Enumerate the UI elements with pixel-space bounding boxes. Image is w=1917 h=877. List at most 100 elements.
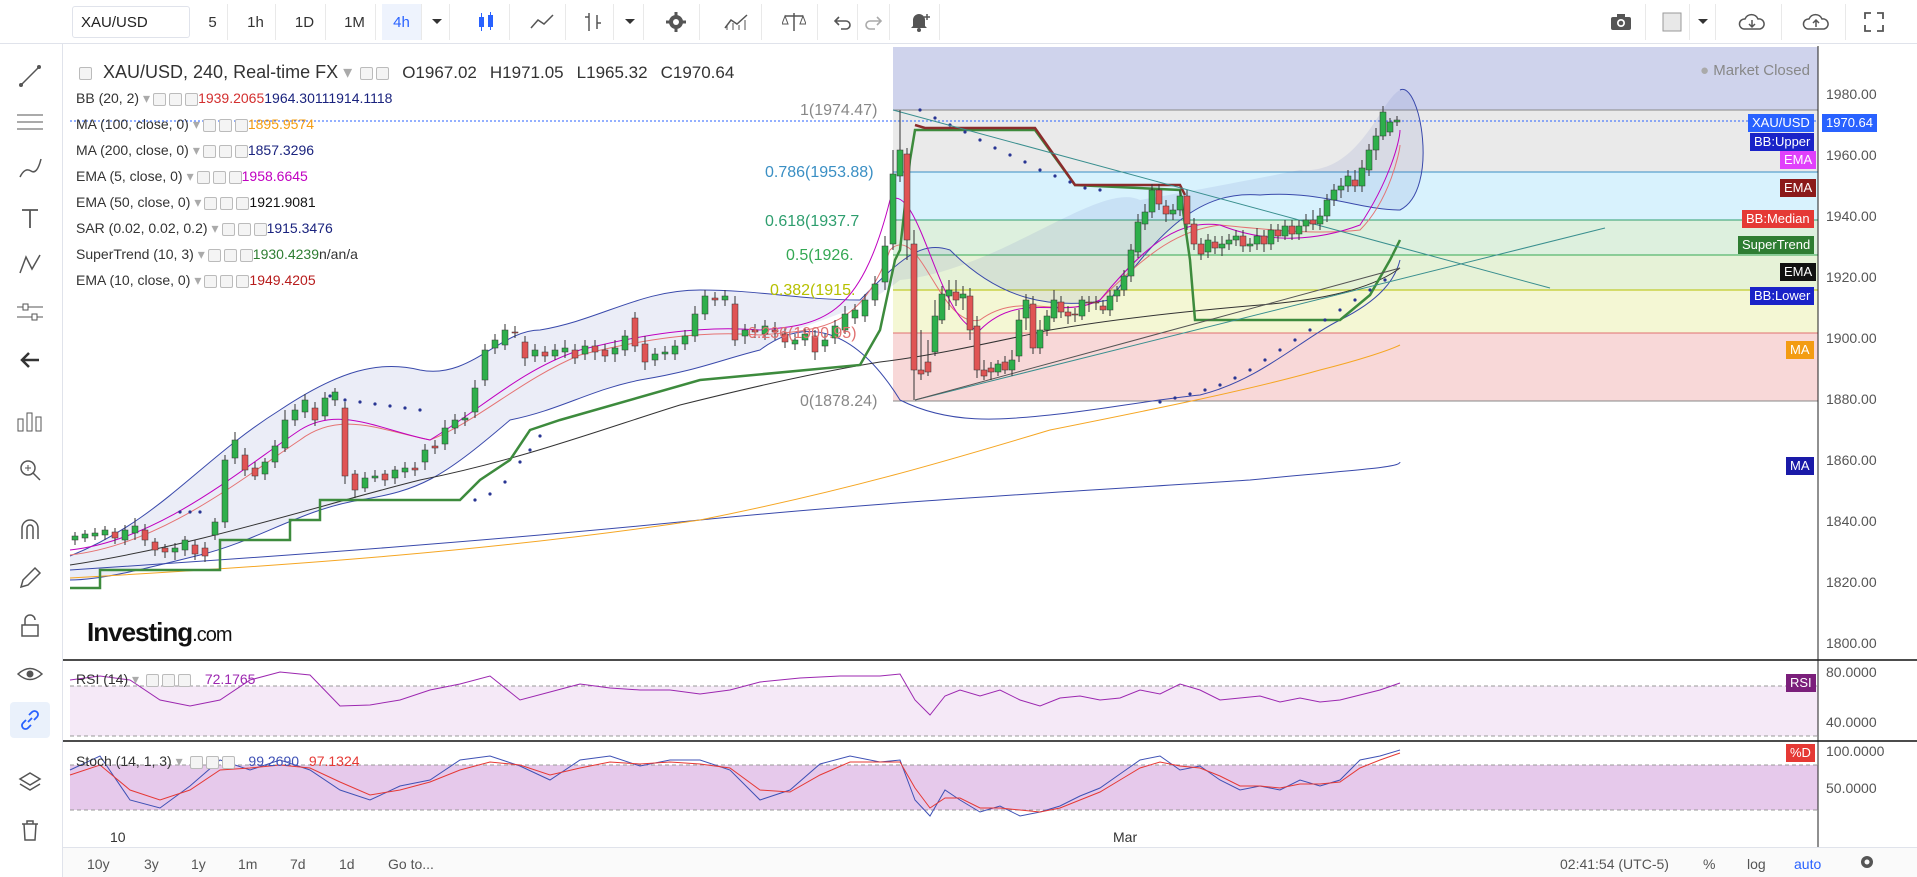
interval-5[interactable]: 5 — [198, 4, 228, 40]
indicator-dropdown-icon[interactable]: ▾ — [192, 142, 200, 158]
indicator-dropdown-icon[interactable]: ▾ — [197, 246, 205, 262]
trend-line-icon[interactable] — [10, 58, 50, 94]
interval-1d[interactable]: 1D — [284, 4, 326, 40]
interval-1h[interactable]: 1h — [236, 4, 276, 40]
range-1y[interactable]: 1y — [191, 856, 206, 872]
horizontal-lines-icon[interactable] — [10, 104, 50, 140]
legend-settings-icon[interactable] — [376, 66, 390, 80]
indicator-close-icon[interactable] — [239, 248, 253, 262]
indicator-close-icon[interactable] — [234, 118, 248, 132]
indicators-icon[interactable] — [10, 404, 50, 440]
cloud-upload-icon[interactable] — [1786, 4, 1846, 40]
indicator-close-icon[interactable] — [236, 274, 250, 288]
settings-gear-icon[interactable] — [652, 4, 700, 40]
clock-time[interactable]: 02:41:54 (UTC-5) — [1560, 856, 1669, 872]
indicator-settings-icon[interactable] — [169, 92, 183, 106]
indicator-close-icon[interactable] — [228, 170, 242, 184]
indicator-visibility-icon[interactable] — [204, 274, 218, 288]
text-icon[interactable] — [10, 200, 50, 236]
collapse-legend-icon[interactable] — [79, 66, 92, 80]
indicator-settings-icon[interactable] — [212, 170, 226, 184]
layers-icon[interactable] — [10, 764, 50, 800]
alert-bell-icon[interactable] — [898, 4, 940, 40]
bar-chart-icon[interactable] — [574, 4, 614, 40]
indicator-dropdown-icon[interactable]: ▾ — [194, 194, 202, 210]
indicator-visibility-icon[interactable] — [204, 196, 218, 210]
candles-icon[interactable] — [462, 4, 510, 40]
symbol-input[interactable]: XAU/USD — [72, 6, 190, 38]
indicator-close-icon[interactable] — [253, 222, 267, 236]
eye-icon[interactable] — [10, 656, 50, 692]
range-3y[interactable]: 3y — [144, 856, 159, 872]
brush-icon[interactable] — [10, 150, 50, 186]
stoch-close-icon[interactable] — [221, 755, 235, 769]
indicator-row[interactable]: SuperTrend (10, 3) ▾ 1930.4239n/an/a — [76, 245, 358, 263]
indicator-close-icon[interactable] — [234, 144, 248, 158]
indicator-row[interactable]: BB (20, 2) ▾ 1939.20651964.30111914.1118 — [76, 89, 392, 107]
color-picker-icon[interactable] — [1654, 4, 1690, 40]
indicator-visibility-icon[interactable] — [153, 92, 167, 106]
line-chart-icon[interactable] — [518, 4, 566, 40]
indicator-settings-icon[interactable] — [220, 274, 234, 288]
auto-toggle[interactable]: auto — [1794, 856, 1822, 872]
zoom-icon[interactable] — [10, 452, 50, 488]
percent-toggle[interactable]: % — [1703, 856, 1716, 872]
indicator-visibility-icon[interactable] — [207, 248, 221, 262]
settings-gear-small-icon[interactable] — [1858, 853, 1876, 874]
stoch-dropdown-icon[interactable]: ▾ — [175, 753, 183, 769]
rsi-settings-icon[interactable] — [161, 673, 175, 687]
indicator-row[interactable]: EMA (50, close, 0) ▾ 1921.9081 — [76, 193, 316, 211]
indicator-settings-icon[interactable] — [218, 144, 232, 158]
indicator-settings-icon[interactable] — [223, 248, 237, 262]
indicator-settings-icon[interactable] — [218, 118, 232, 132]
rsi-visibility-icon[interactable] — [145, 673, 159, 687]
indicator-row[interactable]: MA (200, close, 0) ▾ 1857.3296 — [76, 141, 314, 159]
edit-pencil-icon[interactable] — [10, 560, 50, 596]
indicator-row[interactable]: SAR (0.02, 0.02, 0.2) ▾ 1915.3476 — [76, 219, 333, 237]
range-1d[interactable]: 1d — [339, 856, 355, 872]
indicator-close-icon[interactable] — [236, 196, 250, 210]
magnet-icon[interactable] — [10, 512, 50, 548]
interval-4h[interactable]: 4h — [382, 4, 422, 40]
measure-icon[interactable] — [10, 294, 50, 330]
chart-type-dropdown-icon[interactable] — [616, 4, 644, 40]
undo-icon[interactable] — [826, 4, 858, 40]
stoch-visibility-icon[interactable] — [189, 755, 203, 769]
indicator-visibility-icon[interactable] — [221, 222, 235, 236]
interval-1m[interactable]: 1M — [334, 4, 376, 40]
indicator-visibility-icon[interactable] — [202, 118, 216, 132]
compare-scales-icon[interactable] — [770, 4, 818, 40]
interval-dropdown-icon[interactable] — [424, 4, 450, 40]
color-dropdown-icon[interactable] — [1690, 4, 1716, 40]
indicator-dropdown-icon[interactable]: ▾ — [186, 168, 194, 184]
rsi-dropdown-icon[interactable]: ▾ — [132, 671, 140, 687]
back-arrow-icon[interactable] — [10, 342, 50, 378]
rsi-close-icon[interactable] — [177, 673, 191, 687]
legend-dropdown-icon[interactable]: ▾ — [343, 62, 353, 82]
fullscreen-icon[interactable] — [1852, 4, 1896, 40]
stoch-settings-icon[interactable] — [205, 755, 219, 769]
indicator-row[interactable]: EMA (10, close, 0) ▾ 1949.4205 — [76, 271, 316, 289]
indicator-close-icon[interactable] — [185, 92, 199, 106]
indicator-dropdown-icon[interactable]: ▾ — [192, 116, 200, 132]
link-icon[interactable] — [10, 702, 50, 738]
range-7d[interactable]: 7d — [290, 856, 306, 872]
indicator-visibility-icon[interactable] — [196, 170, 210, 184]
indicator-dropdown-icon[interactable]: ▾ — [194, 272, 202, 288]
cloud-download-icon[interactable] — [1722, 4, 1782, 40]
indicator-visibility-icon[interactable] — [202, 144, 216, 158]
pattern-icon[interactable] — [10, 246, 50, 282]
indicator-row[interactable]: MA (100, close, 0) ▾ 1895.9574 — [76, 115, 314, 133]
lock-icon[interactable] — [10, 608, 50, 644]
range-1m[interactable]: 1m — [238, 856, 258, 872]
indicator-dropdown-icon[interactable]: ▾ — [211, 220, 219, 236]
legend-visibility-icon[interactable] — [360, 66, 374, 80]
redo-icon[interactable] — [858, 4, 890, 40]
indicator-row[interactable]: EMA (5, close, 0) ▾ 1958.6645 — [76, 167, 308, 185]
trash-icon[interactable] — [10, 812, 50, 848]
indicators-toolbar-icon[interactable] — [710, 4, 762, 40]
log-toggle[interactable]: log — [1747, 856, 1766, 872]
indicator-settings-icon[interactable] — [237, 222, 251, 236]
indicator-settings-icon[interactable] — [220, 196, 234, 210]
